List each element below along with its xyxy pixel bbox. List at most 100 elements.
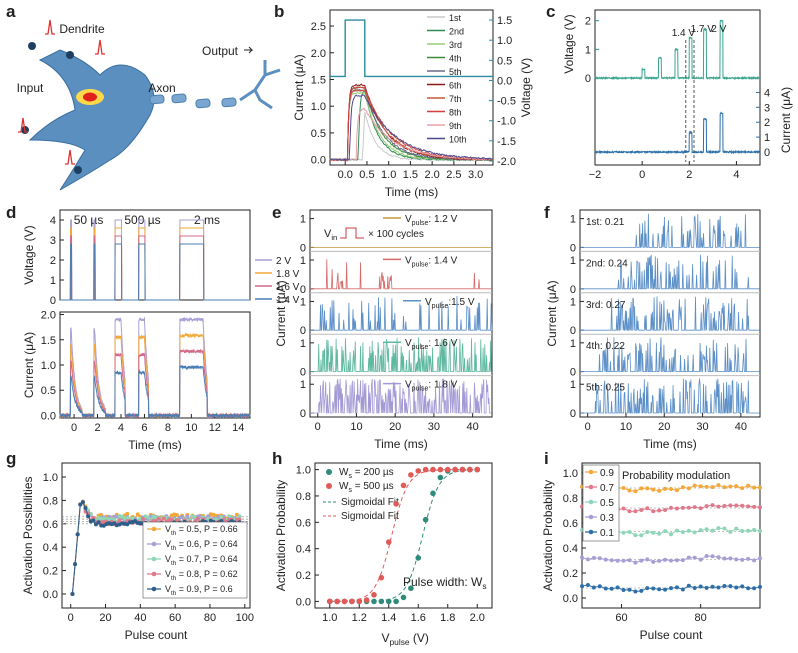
data-point: [728, 529, 733, 534]
data-point: [710, 584, 715, 589]
data-point: [704, 504, 709, 509]
x-tick-label: 80: [695, 612, 707, 624]
x-tick-label: 2.5: [446, 169, 461, 181]
y2-tick-label: 2: [764, 117, 770, 129]
legend-label: 0.5: [600, 498, 614, 509]
x-tick-label: 80: [204, 612, 216, 624]
data-point: [728, 484, 733, 489]
spike-train: [310, 378, 492, 414]
data-point: [669, 558, 673, 563]
data-point: [657, 531, 662, 536]
data-point: [674, 488, 679, 493]
data-point: [758, 584, 762, 589]
data-point: [657, 587, 662, 592]
legend-label: Sigmoidal Fit: [341, 511, 399, 522]
legend-label: 0.1: [600, 528, 614, 539]
axon-segment: [171, 93, 187, 104]
pulse-width-note: Pulse width: Ws: [403, 575, 487, 591]
axes-frame: [579, 209, 761, 418]
x-tick-label: 30: [696, 421, 708, 433]
pulse-width-label: 50 µs: [74, 213, 104, 227]
legend-label: 0.9: [600, 468, 614, 479]
x-tick-label: 40: [735, 421, 747, 433]
series-label: Vpulse: 1.4 V: [405, 255, 458, 268]
data-point: [195, 516, 200, 521]
axon-segment: [195, 98, 211, 109]
x-axis-label: Time (ms): [385, 185, 439, 199]
x-tick-label: 0.5: [359, 169, 374, 181]
y-tick-label: 1.0: [311, 101, 326, 113]
voltage-annotation: 2 V: [711, 24, 726, 35]
pulse-width-label: 2 ms: [194, 213, 220, 227]
y-tick-label: 0.6: [296, 517, 311, 529]
y-axis-label: Current (μA): [545, 280, 559, 346]
spike-train: [580, 213, 760, 248]
data-point: [621, 558, 626, 563]
data-point: [651, 487, 656, 492]
x-tick-label: 4: [733, 169, 739, 181]
data-point: [633, 489, 638, 494]
data-point: [692, 505, 697, 510]
y-tick-label: 1.0: [563, 468, 578, 480]
data-point: [698, 484, 703, 489]
data-point: [459, 466, 466, 473]
panel-letter: a: [6, 2, 16, 21]
input-spike: [65, 149, 75, 165]
data-point: [692, 555, 697, 560]
x-tick-label: 0: [71, 422, 77, 434]
data-point: [580, 555, 584, 560]
y-tick-label: 1: [300, 255, 306, 267]
legend-marker: [588, 484, 594, 490]
x-tick-label: 20: [389, 421, 401, 433]
x-tick-label: 3.0: [468, 169, 483, 181]
data-point: [633, 560, 638, 565]
y-tick-label: 2: [585, 16, 591, 28]
y-tick-label: 0.0: [43, 589, 58, 601]
axes-frame: [61, 462, 251, 609]
legend-marker: [588, 514, 594, 520]
y-axis-label: Activation Probability: [274, 480, 288, 591]
x-tick-label: 30: [428, 421, 440, 433]
data-point: [408, 585, 414, 592]
legend-marker: [326, 469, 332, 475]
data-point: [385, 598, 392, 605]
data-point: [651, 509, 656, 514]
data-point: [704, 585, 709, 590]
data-point: [400, 482, 407, 489]
y2-tick-label: -1.0: [497, 116, 516, 128]
data-point: [704, 484, 709, 489]
data-point: [326, 598, 333, 605]
data-point: [437, 466, 444, 473]
y-tick-label: 0: [50, 295, 56, 307]
x-tick-label: 20: [658, 421, 670, 433]
data-point: [722, 504, 727, 509]
legend-marker: [588, 469, 594, 475]
data-point: [591, 555, 596, 560]
x-tick-label: 60: [169, 612, 181, 624]
data-point: [657, 508, 662, 513]
data-point: [615, 585, 620, 590]
soma: [28, 49, 155, 191]
axes-frame: [329, 9, 494, 166]
y-tick-label: 0: [300, 408, 306, 420]
y-tick-label: 2.0: [41, 310, 56, 322]
data-point: [728, 556, 733, 561]
y-axis-label: Activation Probability: [541, 480, 555, 591]
data-point: [734, 503, 739, 508]
data-point: [73, 562, 78, 567]
x-tick-label: 0: [639, 169, 645, 181]
y-tick-label: 0.0: [311, 155, 326, 167]
data-point: [645, 506, 650, 511]
spike-train: [580, 296, 760, 331]
data-point: [363, 597, 370, 603]
trial-label: 2nd: 0.24: [586, 258, 628, 269]
data-point: [698, 557, 703, 562]
x-tick-label: 60: [615, 612, 627, 624]
data-point: [169, 517, 174, 522]
legend-label: 2 V: [276, 256, 291, 267]
output-label: Output: [202, 44, 239, 58]
voltage-trace: [594, 19, 761, 81]
data-point: [219, 515, 224, 520]
data-point: [621, 506, 626, 511]
series-label: Vpulse:1.5 V: [425, 297, 475, 310]
